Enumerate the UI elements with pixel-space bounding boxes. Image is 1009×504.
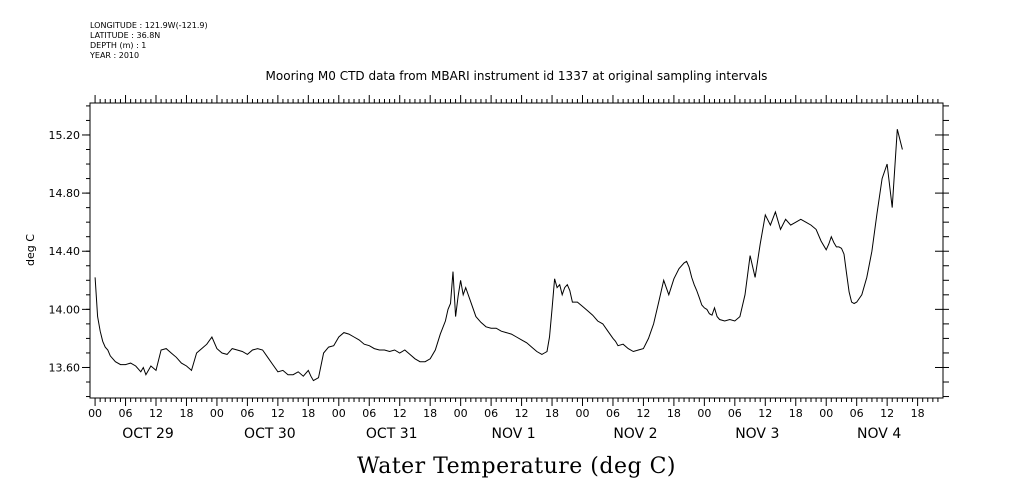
temperature-line — [94, 129, 903, 382]
x-hour-tick-label: 12 — [271, 407, 285, 420]
plot-frame — [89, 102, 944, 399]
x-day-label: OCT 31 — [366, 426, 418, 442]
x-hour-tick-label: 06 — [606, 407, 620, 420]
x-hour-tick-label: 00 — [697, 407, 711, 420]
x-hour-tick-label: 06 — [240, 407, 254, 420]
x-day-label: OCT 29 — [122, 426, 174, 442]
x-hour-tick-label: 00 — [819, 407, 833, 420]
year-text: YEAR : 2010 — [90, 51, 140, 60]
latitude-text: LATITUDE : 36.8N — [90, 31, 161, 40]
x-day-label: NOV 4 — [857, 426, 901, 442]
x-hour-tick-label: 12 — [393, 407, 407, 420]
x-axis-title: Water Temperature (deg C) — [357, 454, 676, 479]
x-hour-tick-label: 12 — [880, 407, 894, 420]
x-hour-tick-label: 06 — [119, 407, 133, 420]
x-hour-tick-label: 00 — [454, 407, 468, 420]
x-hour-tick-label: 06 — [362, 407, 376, 420]
x-day-label: NOV 3 — [735, 426, 779, 442]
x-hour-tick-label: 12 — [636, 407, 650, 420]
y-tick-label: 14.80 — [49, 187, 81, 200]
y-tick-label: 14.40 — [49, 245, 81, 258]
x-hour-tick-label: 18 — [789, 407, 803, 420]
x-hour-tick-label: 18 — [179, 407, 193, 420]
x-hour-tick-label: 06 — [484, 407, 498, 420]
x-hour-tick-label: 18 — [301, 407, 315, 420]
x-hour-tick-label: 18 — [423, 407, 437, 420]
x-hour-tick-label: 18 — [545, 407, 559, 420]
x-hour-tick-label: 12 — [149, 407, 163, 420]
x-hour-tick-label: 06 — [850, 407, 864, 420]
x-hour-tick-label: 18 — [667, 407, 681, 420]
metadata-block: LONGITUDE : 121.9W(-121.9) LATITUDE : 36… — [90, 21, 208, 61]
x-hour-tick-label: 00 — [332, 407, 346, 420]
axis-ticks — [82, 95, 949, 406]
x-hour-tick-label: 12 — [515, 407, 529, 420]
x-hour-tick-label: 00 — [576, 407, 590, 420]
x-hour-tick-label: 18 — [911, 407, 925, 420]
x-day-label: NOV 2 — [613, 426, 657, 442]
x-day-label: NOV 1 — [491, 426, 535, 442]
y-tick-label: 14.00 — [49, 303, 81, 316]
x-hour-tick-label: 12 — [758, 407, 772, 420]
depth-text: DEPTH (m) : 1 — [90, 41, 147, 50]
x-hour-tick-label: 00 — [210, 407, 224, 420]
longitude-text: LONGITUDE : 121.9W(-121.9) — [90, 21, 208, 30]
y-tick-label: 13.60 — [49, 361, 81, 374]
y-tick-label: 15.20 — [49, 129, 81, 142]
x-hour-tick-label: 06 — [728, 407, 742, 420]
x-hour-tick-label: 00 — [88, 407, 102, 420]
axis-labels: 00 06 12 18 00 06 12 18 00 06 12 18 00 06 12 18 00 06 12 18… — [49, 129, 925, 442]
y-axis-label: deg C — [24, 234, 37, 266]
x-day-label: OCT 30 — [244, 426, 296, 442]
chart-title: Mooring M0 CTD data from MBARI instrumen… — [265, 69, 768, 83]
